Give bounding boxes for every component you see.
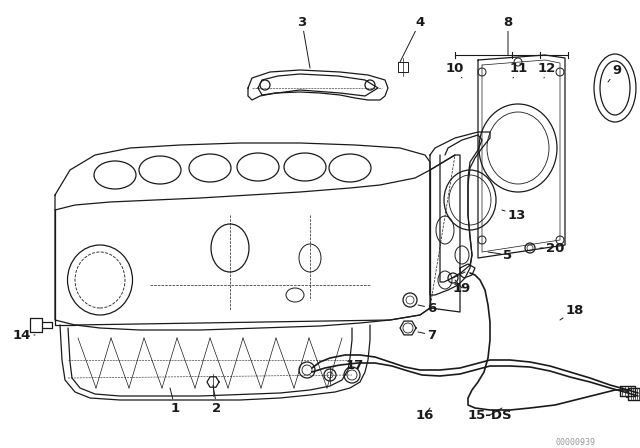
Text: 3: 3 — [298, 16, 310, 68]
Text: 7: 7 — [418, 328, 436, 341]
Text: 10: 10 — [446, 61, 464, 78]
Text: 4: 4 — [400, 16, 424, 62]
Text: 18: 18 — [560, 303, 584, 320]
Text: 19: 19 — [453, 280, 471, 294]
Text: 16: 16 — [416, 408, 434, 422]
Text: 1: 1 — [170, 388, 180, 414]
Text: 12: 12 — [538, 61, 556, 78]
Text: 5: 5 — [488, 249, 513, 262]
Text: 8: 8 — [504, 16, 513, 55]
Text: 2: 2 — [212, 385, 221, 414]
Text: 15-DS: 15-DS — [468, 408, 512, 422]
Text: 00000939: 00000939 — [555, 438, 595, 447]
Text: 17: 17 — [345, 358, 364, 375]
Text: 13: 13 — [502, 208, 526, 221]
Text: 11: 11 — [510, 61, 528, 78]
Text: 6: 6 — [418, 302, 436, 314]
Text: 9: 9 — [608, 64, 621, 82]
Text: 20: 20 — [540, 241, 564, 254]
Text: 14: 14 — [13, 328, 35, 341]
